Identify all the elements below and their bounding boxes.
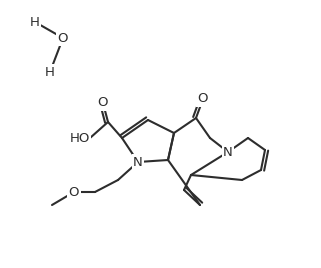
Text: O: O (58, 32, 68, 44)
Text: O: O (198, 92, 208, 106)
Text: H: H (45, 65, 55, 79)
Text: H: H (30, 16, 40, 28)
Text: N: N (223, 146, 233, 158)
Text: OH: OH (70, 132, 90, 144)
Text: N: N (133, 155, 143, 169)
Text: O: O (69, 185, 79, 199)
Text: HO: HO (70, 132, 90, 144)
Text: O: O (98, 96, 108, 110)
